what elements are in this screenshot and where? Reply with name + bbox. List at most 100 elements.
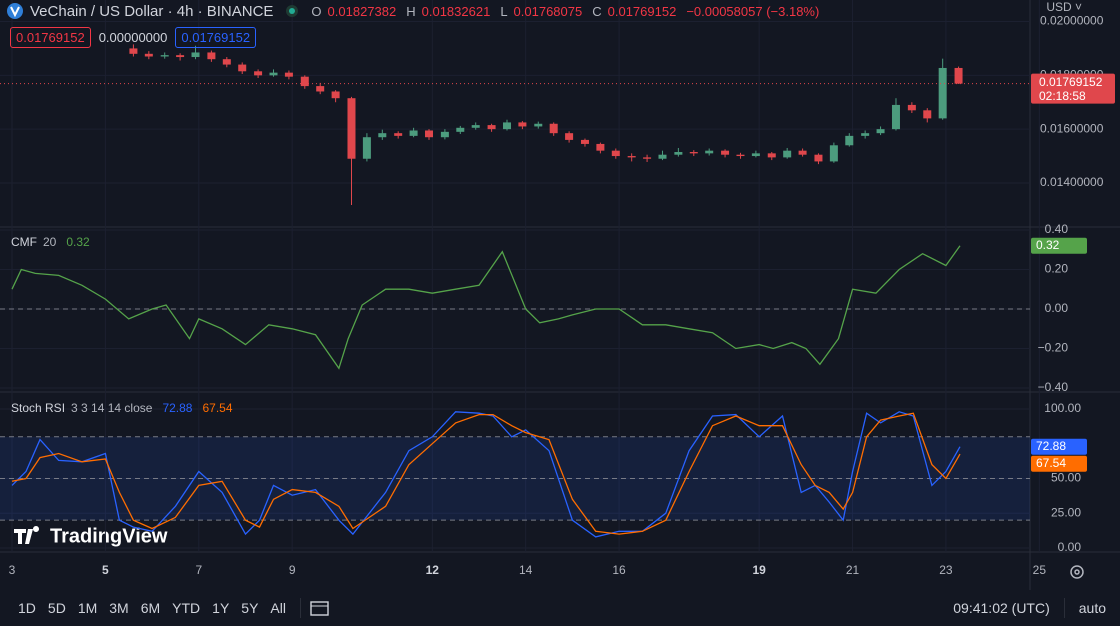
candle-body <box>254 71 263 76</box>
candle-body <box>284 72 293 77</box>
range-button[interactable]: 5D <box>47 600 66 616</box>
indicator-value: 0.32 <box>66 235 90 249</box>
ohlc-key: H <box>406 3 416 19</box>
settings-icon[interactable] <box>1070 565 1084 579</box>
x-tick-label: 14 <box>519 563 533 577</box>
indicator-badge: 0.32 <box>1036 238 1060 252</box>
candle-body <box>798 150 807 155</box>
indicator-badge-bg <box>1031 237 1087 254</box>
candle-body <box>191 52 200 58</box>
candle-body <box>627 156 636 158</box>
currency[interactable]: USD ˅ <box>1046 0 1082 14</box>
y-tick-label: 0.20 <box>1045 262 1069 276</box>
candle-body <box>705 150 714 154</box>
candle-body <box>736 154 745 157</box>
candle-body <box>222 59 231 65</box>
candle-body <box>300 76 309 87</box>
watermark-text: TradingView <box>50 525 168 547</box>
candle-body <box>347 98 356 159</box>
x-tick-label: 7 <box>195 563 202 577</box>
watermark: TradingView <box>14 525 168 547</box>
ohlc-value: 0.01769152 <box>607 3 677 19</box>
range-button[interactable]: 3M <box>109 600 129 616</box>
candle-body <box>534 123 543 127</box>
candle-body <box>456 127 465 132</box>
symbol[interactable]: VeChain / US Dollar · 4h · BINANCE <box>30 2 274 20</box>
auto-scale[interactable]: auto <box>1078 600 1106 616</box>
legend-header: VeChain / US Dollar · 4h · BINANCE O 0.01… <box>6 0 823 22</box>
ohlc-value: 0.01768075 <box>513 3 583 19</box>
candle-body <box>565 133 574 140</box>
indicator-title: CMF <box>11 235 37 249</box>
x-tick-label: 16 <box>612 563 626 577</box>
candle-body <box>891 104 900 130</box>
x-tick-label: 12 <box>426 563 440 577</box>
indicator-legend: CMF 20 0.32 <box>11 235 90 249</box>
change: −0.00058057 (−3.18%) <box>686 3 820 19</box>
ohlc-key: L <box>500 3 508 19</box>
countdown: 02:18:58 <box>1039 89 1086 103</box>
time[interactable]: 09:41:02 (UTC) <box>953 600 1050 616</box>
bottom-toolbar: 1D 5D 1M 3M 6M YTD 1Y 5Y All 09:41:02 (UTC) auto <box>0 590 1120 626</box>
range-button[interactable]: All <box>270 600 286 616</box>
candle-body <box>674 152 683 155</box>
candle-body <box>596 143 605 151</box>
candle-body <box>129 48 138 54</box>
ohlc-key: C <box>592 3 602 19</box>
candle-body <box>238 64 247 72</box>
y-tick-label: 0.00 <box>1045 301 1069 315</box>
candle-body <box>378 133 387 138</box>
candle-body <box>331 91 340 99</box>
ohlc-value: 0.01832621 <box>421 3 491 19</box>
indicator-badge-bg <box>1031 455 1087 472</box>
last-price-label: 0.01769152 <box>1039 75 1103 89</box>
candle-body <box>751 153 760 157</box>
candle-body <box>518 122 527 127</box>
candle-body <box>425 130 434 138</box>
x-tick-label: 9 <box>289 563 296 577</box>
candle-body <box>362 137 371 159</box>
price-badges: 0.01769152 0.00000000 0.01769152 <box>10 27 257 48</box>
date-range-icon[interactable] <box>309 598 331 618</box>
candle-body <box>580 139 589 144</box>
range-button[interactable]: 5Y <box>241 600 259 616</box>
last-price-badge <box>1031 73 1115 104</box>
x-tick-label: 21 <box>846 563 860 577</box>
range-button[interactable]: 1M <box>77 600 98 616</box>
candle-body <box>269 72 278 76</box>
range-button[interactable]: 1Y <box>212 600 230 616</box>
indicator-badge: 72.88 <box>1036 439 1066 453</box>
x-tick-label: 19 <box>752 563 766 577</box>
buy-price[interactable]: 0.01769152 <box>175 27 257 48</box>
y-tick-label: 100.00 <box>1044 401 1081 415</box>
y-tick-label: 0.02000000 <box>1040 14 1104 28</box>
symbol-logo <box>7 3 23 19</box>
candle-body <box>876 129 885 134</box>
candle-body <box>144 53 153 57</box>
range-button[interactable]: 1D <box>18 600 36 616</box>
y-tick-label: 0.00 <box>1058 540 1082 554</box>
indicator-badge-bg <box>1031 438 1087 455</box>
indicator-value: 72.88 <box>162 401 192 415</box>
spread: 0.00000000 <box>98 30 168 45</box>
y-tick-label: 0.01600000 <box>1040 121 1104 135</box>
range-button[interactable]: 6M <box>140 600 161 616</box>
ohlc-key: O <box>311 3 322 19</box>
candle-body <box>829 145 838 162</box>
candle-body <box>502 122 511 130</box>
separator <box>1063 598 1065 618</box>
y-tick-label: 0.40 <box>1045 222 1069 236</box>
currency-label: USD <box>1046 0 1072 14</box>
y-tick-label: −0.40 <box>1038 380 1069 394</box>
y-tick-label: 25.00 <box>1051 505 1081 519</box>
candle-body <box>767 153 776 158</box>
sell-price[interactable]: 0.01769152 <box>10 27 91 48</box>
range-button[interactable]: YTD <box>172 600 201 616</box>
candle-body <box>207 52 216 60</box>
indicator-params: 3 3 14 14 close <box>71 401 153 415</box>
candle-body <box>440 131 449 138</box>
candle-body <box>176 55 185 58</box>
candle-body <box>938 67 947 119</box>
candle-body <box>160 55 169 57</box>
